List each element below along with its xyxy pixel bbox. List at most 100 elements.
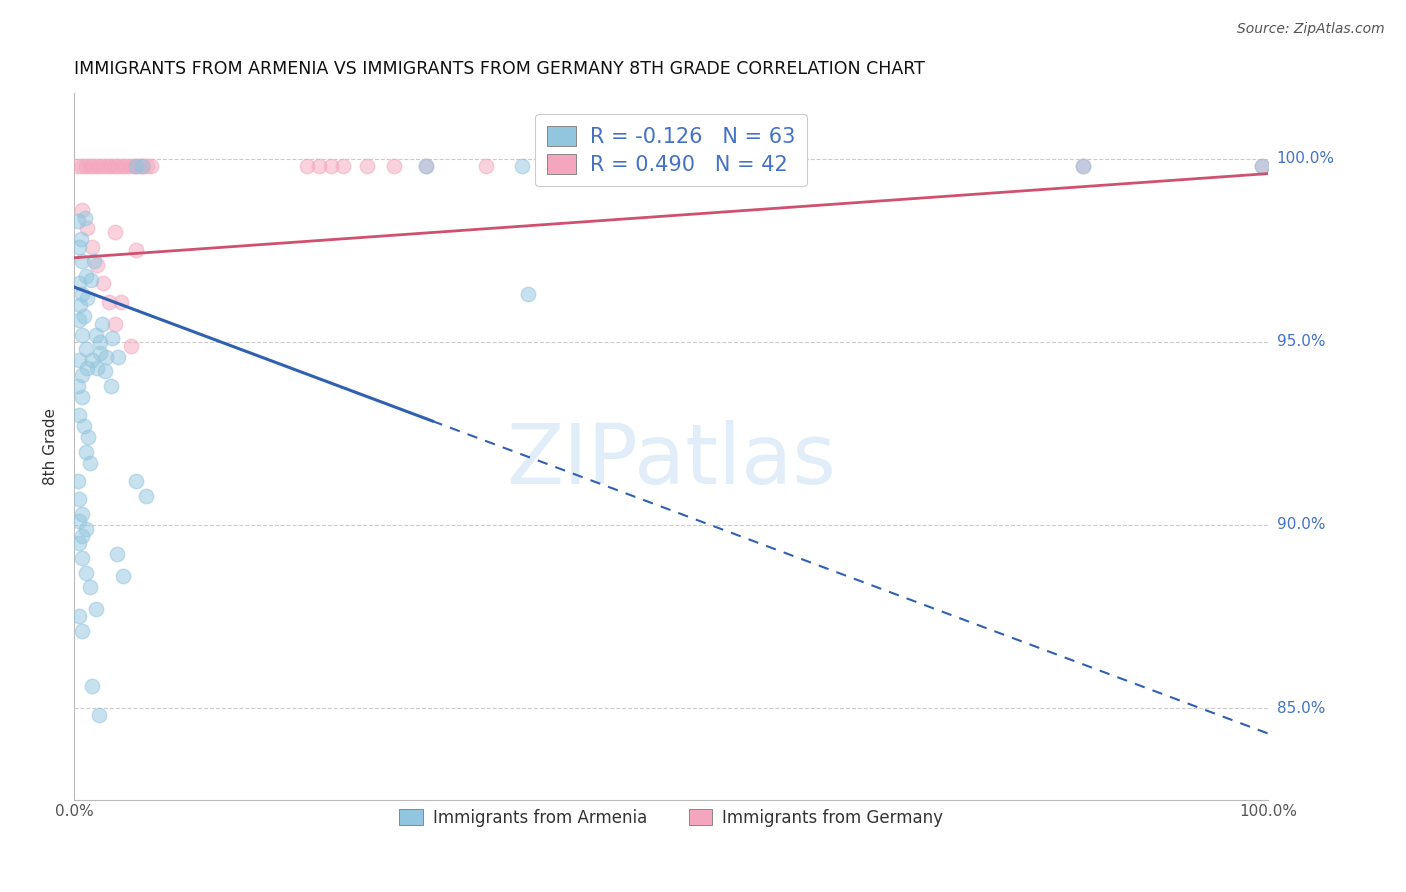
Point (66, 214, 89, 228)
Point (79, 456, 101, 470)
Point (111, 159, 134, 173)
Point (72, 529, 94, 543)
Point (72, 550, 94, 565)
Point (415, 159, 437, 173)
Point (76, 221, 98, 235)
Text: ZIPatlas: ZIPatlas (506, 420, 837, 501)
Point (110, 294, 132, 309)
Point (72, 254, 94, 268)
Point (72, 159, 94, 173)
Point (86, 159, 108, 173)
Point (131, 159, 153, 173)
Point (72, 390, 94, 404)
Text: 95.0%: 95.0% (1277, 334, 1326, 350)
Point (139, 159, 162, 173)
Point (510, 159, 533, 173)
Point (75, 566, 97, 580)
Point (94, 364, 117, 378)
Point (118, 159, 141, 173)
Point (75, 268, 97, 283)
Point (295, 159, 318, 173)
Point (86, 360, 108, 375)
Point (135, 489, 157, 503)
Point (107, 159, 129, 173)
Point (66, 159, 89, 173)
Point (125, 159, 148, 173)
Point (104, 159, 127, 173)
Point (1251, 159, 1274, 173)
Point (136, 159, 159, 173)
Point (67, 492, 90, 507)
Point (72, 287, 94, 301)
Point (120, 338, 142, 352)
Point (67, 353, 90, 368)
Point (104, 225, 127, 239)
Point (79, 580, 101, 594)
Point (80, 240, 103, 254)
Point (72, 419, 94, 434)
Point (1071, 159, 1094, 173)
Point (80, 273, 103, 287)
Legend: Immigrants from Armenia, Immigrants from Germany: Immigrants from Armenia, Immigrants from… (392, 802, 949, 834)
Point (125, 244, 148, 258)
Point (125, 159, 148, 173)
Point (67, 609, 90, 624)
Point (89, 159, 111, 173)
Point (82, 159, 104, 173)
Point (93, 159, 115, 173)
Point (73, 211, 96, 225)
Point (72, 310, 94, 324)
Point (96, 159, 118, 173)
Point (90, 317, 112, 331)
Point (83, 254, 105, 268)
Point (89, 346, 111, 360)
Point (67, 313, 90, 327)
Point (75, 343, 97, 357)
Point (91, 277, 114, 291)
Point (101, 331, 124, 345)
Y-axis label: 8th Grade: 8th Grade (44, 408, 58, 484)
Text: 100.0%: 100.0% (1277, 152, 1334, 167)
Point (86, 258, 108, 272)
Text: 90.0%: 90.0% (1277, 517, 1326, 533)
Point (308, 159, 330, 173)
Point (67, 277, 90, 291)
Point (105, 547, 128, 561)
Point (80, 679, 103, 693)
Point (104, 317, 127, 331)
Point (72, 327, 94, 342)
Point (1251, 159, 1274, 173)
Point (382, 159, 405, 173)
Point (332, 159, 354, 173)
Point (415, 159, 437, 173)
Point (89, 708, 111, 723)
Point (125, 474, 148, 488)
Point (112, 569, 135, 583)
Point (100, 159, 122, 173)
Point (100, 379, 122, 393)
Point (107, 350, 129, 364)
Point (67, 240, 90, 254)
Point (121, 159, 143, 173)
Point (84, 602, 107, 616)
Point (128, 159, 150, 173)
Point (96, 350, 118, 364)
Point (132, 159, 155, 173)
Point (475, 159, 498, 173)
Text: IMMIGRANTS FROM ARMENIA VS IMMIGRANTS FROM GERMANY 8TH GRADE CORRELATION CHART: IMMIGRANTS FROM ARMENIA VS IMMIGRANTS FR… (75, 60, 925, 78)
Point (75, 159, 97, 173)
Point (70, 232, 93, 246)
Point (67, 514, 90, 528)
Point (76, 360, 98, 375)
Text: 85.0%: 85.0% (1277, 700, 1324, 715)
Point (66, 474, 89, 488)
Point (72, 624, 94, 639)
Point (1071, 159, 1094, 173)
Point (80, 353, 103, 368)
Point (72, 368, 94, 382)
Point (319, 159, 342, 173)
Point (84, 327, 107, 342)
Point (89, 334, 111, 349)
Point (67, 408, 90, 422)
Point (67, 536, 90, 550)
